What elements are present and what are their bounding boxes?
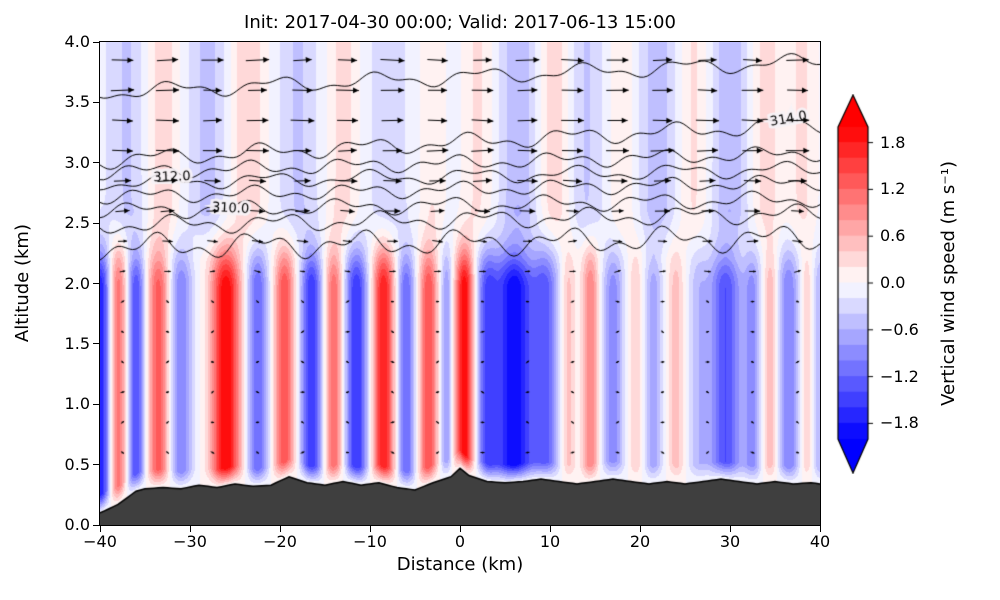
colorbar bbox=[836, 94, 874, 474]
colorbar-tick-label: −1.8 bbox=[880, 413, 919, 433]
y-tick-label: 3.5 bbox=[64, 92, 90, 112]
y-tick-label: 3.0 bbox=[64, 152, 90, 172]
y-tick-mark bbox=[93, 222, 99, 224]
plot-canvas bbox=[100, 42, 820, 525]
colorbar-tick-label: 1.8 bbox=[880, 132, 906, 152]
x-tick-mark bbox=[369, 526, 371, 532]
y-tick-mark bbox=[93, 464, 99, 466]
x-tick-mark bbox=[639, 526, 641, 532]
colorbar-label: Vertical wind speed (m s⁻¹) bbox=[938, 42, 959, 525]
x-tick-label: −10 bbox=[353, 532, 387, 551]
colorbar-label-text: Vertical wind speed (m s⁻¹) bbox=[938, 161, 959, 406]
y-tick-label: 2.5 bbox=[64, 213, 90, 233]
y-tick-label: 0.0 bbox=[64, 515, 90, 534]
x-tick-label: 20 bbox=[629, 532, 651, 551]
colorbar-tick-label: 0.6 bbox=[880, 226, 906, 246]
x-tick-label: −20 bbox=[263, 532, 297, 551]
y-tick-mark bbox=[93, 524, 99, 526]
y-axis-label: Altitude (km) bbox=[12, 42, 33, 525]
y-tick-mark bbox=[93, 101, 99, 103]
y-tick-label: 1.0 bbox=[64, 394, 90, 414]
y-tick-mark bbox=[93, 403, 99, 405]
colorbar-tick-label: −0.6 bbox=[880, 319, 919, 339]
x-tick-mark bbox=[279, 526, 281, 532]
y-tick-label: 2.0 bbox=[64, 273, 90, 293]
y-axis-label-text: Altitude (km) bbox=[12, 224, 33, 343]
x-tick-label: 40 bbox=[809, 532, 831, 551]
colorbar-tick-label: −1.2 bbox=[880, 366, 919, 386]
x-axis-label: Distance (km) bbox=[396, 554, 524, 575]
y-tick-label: 4.0 bbox=[64, 32, 90, 51]
x-tick-mark bbox=[459, 526, 461, 532]
x-tick-mark bbox=[189, 526, 191, 532]
y-tick-label: 0.5 bbox=[64, 454, 90, 474]
plot-title: Init: 2017-04-30 00:00; Valid: 2017-06-1… bbox=[244, 12, 676, 33]
x-tick-label: 10 bbox=[539, 532, 561, 551]
x-tick-mark bbox=[99, 526, 101, 532]
x-tick-label: 0 bbox=[454, 532, 466, 551]
x-tick-mark bbox=[819, 526, 821, 532]
x-tick-mark bbox=[549, 526, 551, 532]
x-tick-mark bbox=[729, 526, 731, 532]
colorbar-tick-label: 1.2 bbox=[880, 179, 906, 199]
y-tick-mark bbox=[93, 162, 99, 164]
x-tick-label: 30 bbox=[719, 532, 741, 551]
colorbar-tick-label: 0.0 bbox=[880, 273, 906, 292]
y-tick-mark bbox=[93, 283, 99, 284]
y-tick-mark bbox=[93, 41, 99, 43]
x-tick-label: −30 bbox=[173, 532, 207, 551]
y-tick-mark bbox=[93, 343, 99, 345]
y-tick-label: 1.5 bbox=[64, 333, 90, 353]
x-tick-label: −40 bbox=[83, 532, 117, 551]
